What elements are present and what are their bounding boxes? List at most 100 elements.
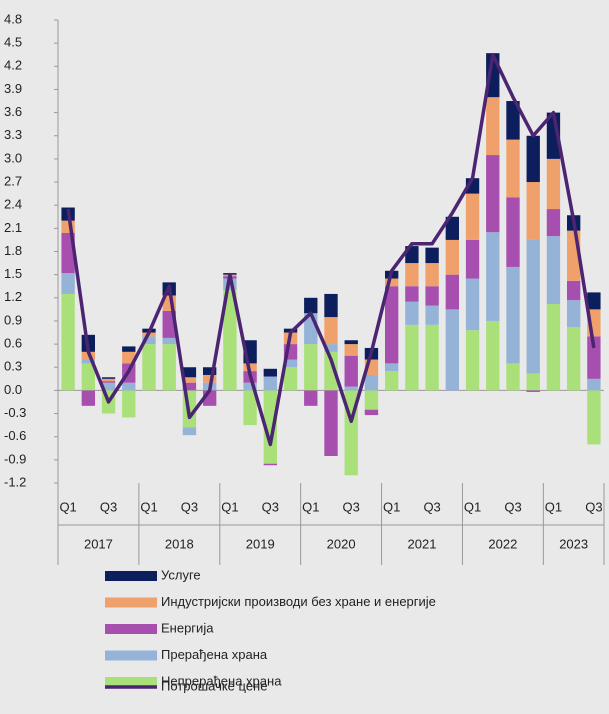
bar-segment	[486, 97, 500, 156]
bar-segment	[587, 292, 601, 310]
bar-segment	[526, 239, 540, 374]
x-tick-label: Q3	[423, 499, 440, 514]
bar-segment	[566, 280, 581, 301]
y-tick-label: 2.7	[4, 173, 22, 188]
bar-segment	[283, 367, 298, 391]
bar-segment	[142, 344, 156, 391]
y-tick-label: -0.9	[4, 451, 26, 466]
legend-swatch	[105, 624, 157, 634]
bar-segment	[465, 193, 480, 240]
bar-segment	[101, 377, 116, 379]
bar-segment	[101, 381, 116, 383]
bar-segment	[405, 324, 419, 391]
bar-segment	[546, 236, 561, 304]
x-tick-label: Q1	[302, 499, 319, 514]
x-tick-label: Q1	[383, 499, 400, 514]
bar-segment	[526, 373, 540, 391]
bar-segment	[566, 300, 581, 328]
y-tick-label: 0.6	[4, 336, 22, 351]
bar-segment	[61, 273, 75, 294]
bar-segment	[324, 293, 338, 318]
bar-segment	[263, 390, 278, 464]
bar-segment	[506, 197, 520, 267]
legend-label: Услуге	[161, 567, 201, 582]
bar-segment	[304, 390, 318, 406]
bar-segment	[425, 324, 439, 391]
x-tick-label: Q3	[504, 499, 521, 514]
bar-segment	[122, 351, 136, 364]
year-label: 2017	[84, 536, 113, 551]
y-tick-label: 4.2	[4, 58, 22, 73]
bar-segment	[122, 390, 136, 418]
bar-segment	[384, 286, 399, 364]
legend-label: Енергија	[161, 620, 214, 635]
legend-swatch	[105, 677, 157, 687]
bar-segment	[364, 390, 379, 410]
bar-segment	[324, 317, 338, 345]
bar-segment	[506, 363, 520, 391]
x-tick-label: Q3	[343, 499, 360, 514]
legend-swatch	[105, 597, 157, 608]
bar-segment	[223, 290, 237, 391]
bar-segment	[526, 135, 540, 183]
x-tick-label: Q3	[585, 499, 602, 514]
bar-segment	[566, 327, 581, 391]
bar-segment	[263, 463, 278, 466]
bar-segment	[243, 390, 257, 426]
bar-segment	[61, 293, 75, 391]
legend-label: Прерађена храна	[161, 647, 268, 662]
y-tick-label: 2.4	[4, 197, 22, 212]
bar-segment	[526, 390, 540, 392]
bar-segment	[405, 301, 419, 325]
bar-segment	[344, 344, 358, 356]
bar-segment	[324, 351, 338, 391]
bar-segment	[182, 427, 197, 436]
bar-segment	[263, 376, 278, 391]
bar-segment	[445, 274, 460, 310]
bar-segment	[263, 368, 278, 377]
bar-segment	[587, 336, 601, 379]
bar-segment	[546, 158, 561, 210]
bar-segment	[486, 155, 500, 233]
y-tick-label: 4.8	[4, 11, 22, 26]
bar-segment	[344, 386, 358, 391]
bar-segment	[486, 320, 500, 391]
bar-segment	[546, 209, 561, 237]
year-label: 2023	[559, 536, 588, 551]
bar-segment	[162, 337, 176, 345]
bar-segment	[182, 377, 197, 383]
y-tick-label: 1.8	[4, 243, 22, 258]
year-label: 2019	[246, 536, 275, 551]
bar-segment	[304, 297, 318, 314]
y-tick-label: 0.3	[4, 359, 22, 374]
bar-segment	[81, 359, 96, 364]
legend-label: Непрерађена храна	[161, 673, 282, 688]
legend-label: Потрошачке цене	[161, 678, 267, 693]
bar-segment	[465, 278, 480, 331]
bar-segment	[304, 344, 318, 391]
bar-segment	[465, 239, 480, 279]
legend-swatch	[105, 571, 157, 581]
x-tick-label: Q1	[545, 499, 562, 514]
bar-segment	[324, 390, 338, 456]
y-tick-label: 2.1	[4, 220, 22, 235]
legend-label: Индустријски производи без хране и енерг…	[161, 594, 436, 609]
bar-segment	[202, 367, 217, 375]
bar-segment	[445, 309, 460, 391]
bar-segment	[202, 374, 217, 383]
bar-segment	[425, 286, 439, 306]
year-label: 2022	[488, 536, 517, 551]
y-tick-label: 0.9	[4, 312, 22, 327]
bar-segment	[486, 232, 500, 321]
year-label: 2018	[165, 536, 194, 551]
y-tick-label: -1.2	[4, 474, 26, 489]
bar-segment	[182, 382, 197, 391]
bar-segment	[344, 340, 358, 345]
bar-segment	[587, 390, 601, 445]
bar-segment	[101, 382, 116, 391]
year-label: 2020	[327, 536, 356, 551]
bar-segment	[405, 263, 419, 287]
x-tick-label: Q1	[140, 499, 157, 514]
bar-segment	[587, 378, 601, 391]
